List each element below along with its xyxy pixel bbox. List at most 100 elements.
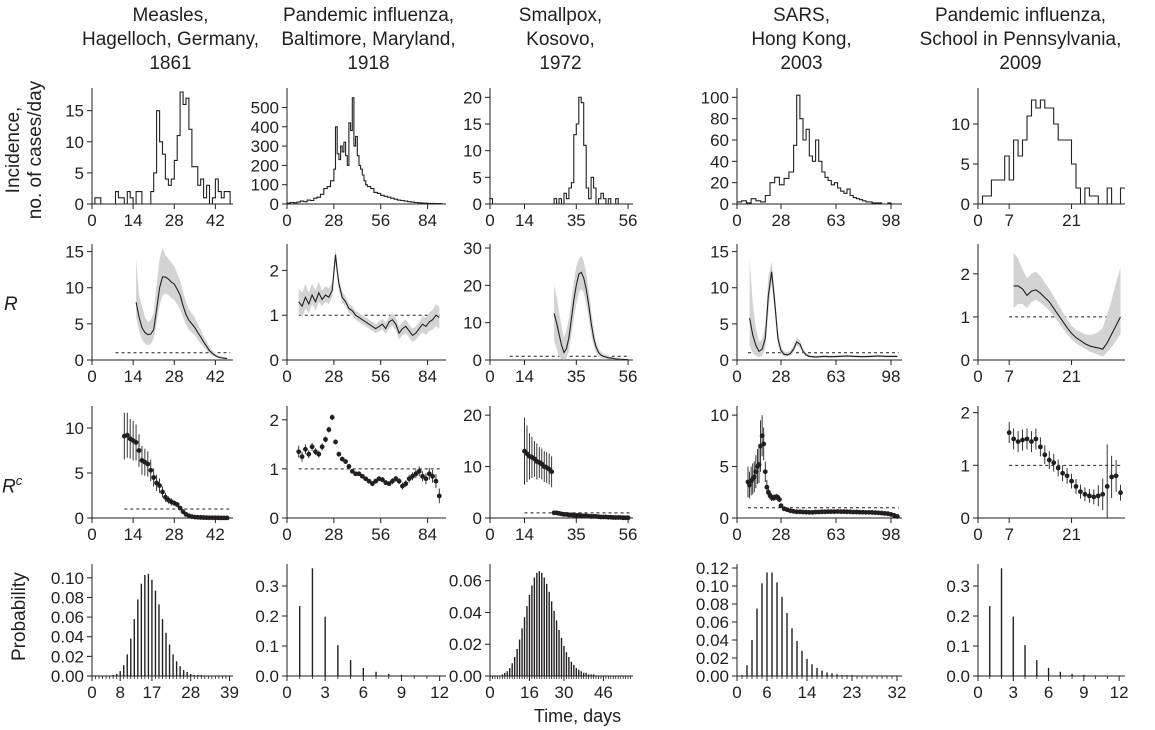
panel-measles-serial-interval: 0.000.020.040.060.080.10 0 8 17 28 39 (51, 564, 239, 702)
influenza-1918-rc-point (380, 477, 385, 483)
influenza-1918-rc-point (400, 483, 405, 489)
measles-incidence-y-tick-label: 15 (65, 102, 84, 121)
column-title-measles: Measles, Hagelloch, Germany, 1861 (81, 5, 260, 74)
smallpox-rc-point (549, 469, 555, 475)
influenza-1918-incidence-y-tick-label: 500 (251, 98, 279, 117)
measles-r-x-tick-label: 42 (206, 367, 225, 386)
sars-incidence-y-tick-label: 100 (701, 88, 729, 107)
influenza-1918-rc-x-tick-label: 0 (282, 525, 291, 544)
measles-incidence-series-line (92, 91, 233, 205)
measles-rc-x-tick-label: 14 (124, 525, 143, 544)
sars-rc-point (778, 503, 784, 509)
influenza-1918-rc-point (306, 451, 312, 457)
measles-serial-interval-x-tick-label: 8 (115, 683, 124, 702)
sars-r-y-tick-label: 5 (720, 315, 729, 334)
sars-rc-x-tick-label: 28 (772, 525, 791, 544)
smallpox-r-x-tick-label: 0 (485, 367, 494, 386)
influenza-1918-serial-interval-y-tick-label: 0.0 (255, 667, 279, 686)
influenza-1918-r-y-tick-label: 0 (270, 351, 279, 370)
influenza-1918-rc-point (309, 444, 315, 450)
smallpox-serial-interval-y-tick-label: 0.00 (449, 667, 482, 686)
sars-rc-point (777, 497, 782, 502)
row-label-rc: Rc (2, 448, 22, 498)
sars-rc-y-tick-label: 0 (720, 509, 729, 528)
panel-sars-serial-interval: 0.000.020.040.060.080.100.12 0 6 14 23 32 (696, 559, 907, 702)
smallpox-r-series-line (553, 271, 629, 361)
influenza-2009-rc-point (1064, 473, 1070, 479)
influenza-2009-rc-y-tick-label: 1 (961, 456, 970, 475)
influenza-2009-rc-point (1006, 430, 1012, 436)
influenza-1918-rc-point (410, 473, 415, 479)
influenza-2009-rc-point (1118, 490, 1123, 496)
measles-rc-point (133, 440, 139, 445)
panel-measles-rc: 0 5 10 0 14 28 42 (65, 406, 233, 544)
influenza-2009-rc-point (1024, 436, 1030, 442)
panel-influenza-2009-rc: 0 1 2 0 7 21 (961, 404, 1125, 544)
sars-serial-interval-y-tick-label: 0.12 (696, 559, 729, 578)
sars-serial-interval-y-tick-label: 0.08 (696, 595, 729, 614)
measles-serial-interval-x-tick-label: 17 (142, 683, 161, 702)
influenza-2009-rc-point (1011, 436, 1017, 442)
smallpox-r-x-tick-label: 14 (515, 367, 534, 386)
influenza-2009-serial-interval-x-tick-label: 0 (973, 683, 982, 702)
influenza-1918-serial-interval-y-tick-label: 0.1 (255, 637, 279, 656)
influenza-2009-serial-interval-x-tick-label: 3 (1009, 683, 1018, 702)
influenza-2009-r-confidence-band (1013, 252, 1121, 357)
influenza-2009-rc-point (1104, 483, 1110, 489)
sars-serial-interval-y-tick-label: 0.04 (696, 631, 729, 650)
sars-incidence-y-tick-label: 40 (710, 152, 729, 171)
measles-rc-y-tick-label: 0 (75, 509, 84, 528)
panel-influenza-1918-serial-interval: 0.0 0.1 0.2 0.3 0 3 6 9 12 (255, 564, 449, 702)
influenza-1918-rc-point (373, 478, 379, 484)
influenza-1918-rc-point (349, 468, 355, 474)
measles-rc-x-tick-label: 0 (87, 525, 96, 544)
influenza-2009-rc-y-tick-label: 2 (961, 404, 970, 423)
influenza-1918-incidence-x-tick-label: 56 (371, 211, 390, 230)
influenza-2009-serial-interval-x-tick-label: 12 (1110, 683, 1129, 702)
influenza-1918-rc-point (393, 476, 399, 482)
column-title-smallpox: Smallpox, Kosovo, 1972 (518, 5, 603, 74)
influenza-2009-rc-point (1051, 460, 1057, 466)
influenza-1918-rc-y-tick-label: 1 (270, 460, 279, 479)
influenza-1918-rc-point (299, 454, 305, 460)
influenza-1918-rc-point (333, 439, 338, 445)
measles-incidence-x-tick-label: 0 (87, 211, 96, 230)
sars-serial-interval-x-tick-label: 32 (888, 683, 907, 702)
influenza-2009-rc-point (1029, 439, 1034, 445)
influenza-2009-rc-point (1055, 465, 1061, 471)
influenza-1918-rc-x-tick-label: 84 (418, 525, 437, 544)
influenza-2009-serial-interval-x-tick-label: 6 (1044, 683, 1053, 702)
sars-r-y-tick-label: 10 (710, 279, 729, 298)
influenza-2009-serial-interval-y-tick-label: 0.3 (946, 577, 970, 596)
influenza-1918-r-y-tick-label: 1 (270, 306, 279, 325)
influenza-2009-rc-point (1060, 470, 1066, 476)
measles-rc-x-tick-label: 42 (206, 525, 225, 544)
influenza-1918-rc-point (416, 468, 422, 474)
sars-incidence-x-tick-label: 0 (732, 211, 741, 230)
measles-rc-y-tick-label: 10 (65, 419, 84, 438)
sars-r-y-tick-label: 15 (710, 243, 729, 262)
influenza-2009-r-x-tick-label: 7 (1004, 367, 1013, 386)
influenza-1918-incidence-y-tick-label: 400 (251, 118, 279, 137)
influenza-1918-incidence-x-tick-label: 0 (282, 211, 291, 230)
influenza-2009-incidence-x-tick-label: 7 (1004, 211, 1013, 230)
smallpox-incidence-y-tick-label: 20 (463, 88, 482, 107)
measles-r-confidence-band (136, 248, 228, 360)
smallpox-rc-point (625, 515, 631, 521)
smallpox-serial-interval-x-tick-label: 0 (485, 683, 494, 702)
influenza-1918-incidence-x-tick-label: 28 (324, 211, 343, 230)
influenza-1918-rc-point (436, 493, 442, 499)
influenza-2009-incidence-y-tick-label: 0 (961, 195, 970, 214)
influenza-2009-rc-point (1037, 444, 1043, 450)
sars-rc-x-tick-label: 98 (882, 525, 901, 544)
sars-serial-interval-x-tick-label: 0 (732, 683, 741, 702)
sars-r-series-line (749, 271, 898, 358)
influenza-1918-rc-point (426, 471, 432, 477)
measles-serial-interval-y-tick-label: 0.00 (51, 667, 84, 686)
smallpox-incidence-series-line (490, 96, 633, 205)
influenza-1918-rc-point (356, 471, 362, 477)
sars-rc-point (761, 441, 767, 447)
influenza-1918-rc-point (433, 478, 439, 484)
smallpox-incidence-x-tick-label: 0 (485, 211, 494, 230)
